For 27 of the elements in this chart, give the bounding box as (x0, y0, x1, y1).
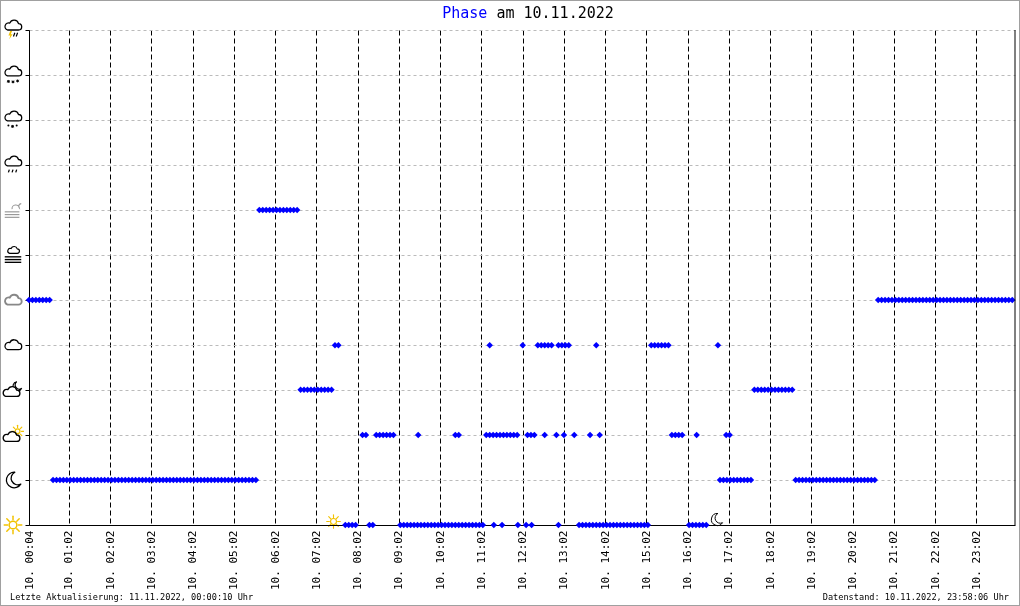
x-tick-label: 10. 04:02 (186, 530, 200, 591)
x-tick-label: 10. 07:02 (309, 530, 323, 591)
x-tick-label: 10. 01:02 (62, 530, 76, 591)
x-tick-label: 10. 05:02 (227, 530, 241, 591)
x-tick-label: 10. 19:02 (804, 530, 818, 591)
x-tick-label: 10. 08:02 (351, 530, 365, 591)
x-tick-label: 10. 13:02 (557, 530, 571, 591)
x-tick-label: 10. 21:02 (887, 530, 901, 591)
x-tick-label: 10. 17:02 (722, 530, 736, 591)
x-tick-label: 10. 12:02 (516, 530, 530, 591)
chart-title: Phase am 10.11.2022 (441, 4, 615, 22)
x-tick-label: 10. 20:02 (846, 530, 860, 591)
x-tick-label: 10. 10:02 (433, 530, 447, 591)
x-tick-label: 10. 02:02 (103, 530, 117, 591)
x-tick-label: 10. 06:02 (268, 530, 282, 591)
x-tick-label: 10. 00:04 (22, 530, 36, 591)
text: Datenstand: 10.11.2022, 23:58:06 Uhr (822, 592, 1009, 603)
x-tick-label: 10. 09:02 (392, 530, 406, 591)
x-tick-label: 10. 22:02 (928, 530, 942, 591)
text: Letzte Aktualisierung: 11.11.2022, 00:00:10 Uhr (10, 592, 254, 603)
x-tick-label: 10. 18:02 (763, 530, 777, 591)
x-tick-label: 10. 14:02 (598, 530, 612, 591)
x-tick-label: 10. 23:02 (970, 530, 983, 591)
x-tick-label: 10. 11:02 (474, 530, 488, 591)
x-tick-label: 10. 15:02 (639, 530, 653, 591)
x-tick-label: 10. 03:02 (144, 530, 158, 591)
x-tick-label: 10. 16:02 (681, 530, 695, 591)
